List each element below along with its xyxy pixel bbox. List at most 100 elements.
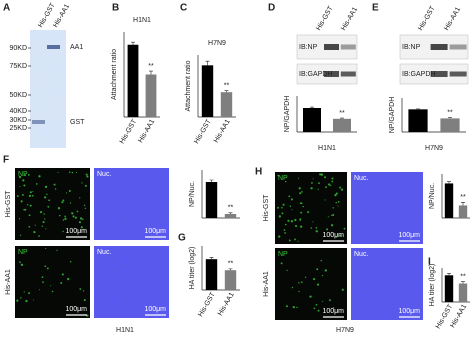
signal-dot <box>22 179 25 182</box>
signal-dot <box>67 277 70 281</box>
marker-label: 50KD <box>9 92 27 99</box>
signal-dot <box>294 224 298 228</box>
signal-dot <box>324 199 326 201</box>
signal-dot <box>294 218 297 222</box>
row-label: His-GST <box>5 190 12 218</box>
bar <box>458 205 468 218</box>
signal-dot <box>299 218 302 221</box>
signal-dot <box>277 174 279 177</box>
signal-dot <box>45 228 47 230</box>
signal-dot <box>82 290 85 292</box>
signal-dot <box>35 183 38 185</box>
signal-dot <box>86 175 89 178</box>
signal-dot <box>50 285 52 287</box>
signal-dot <box>323 176 326 179</box>
signal-dot <box>46 267 49 270</box>
signal-dot <box>330 214 332 216</box>
band <box>32 120 45 124</box>
signal-dot <box>79 288 82 290</box>
signal-dot <box>302 205 304 208</box>
marker-label: 90KD <box>9 45 27 52</box>
lane-label: His-GST <box>315 5 335 32</box>
significance: ** <box>228 205 234 212</box>
signal-dot <box>286 269 288 272</box>
blot-band <box>430 71 448 77</box>
signal-dot <box>82 218 84 221</box>
significance: ** <box>460 273 466 280</box>
y-axis-label: NP/Nuc. <box>189 181 196 207</box>
error-bar <box>149 70 153 75</box>
signal-dot <box>48 199 51 202</box>
signal-dot <box>80 226 83 229</box>
y-axis-label: NP/GAPDH <box>284 96 291 133</box>
error-bar <box>209 257 214 260</box>
signal-dot <box>64 217 67 220</box>
channel-label: NP <box>278 251 288 258</box>
signal-dot <box>316 283 320 286</box>
channel-label: NP <box>18 171 28 178</box>
panel-letter: F <box>3 155 9 166</box>
signal-dot <box>57 207 61 210</box>
signal-dot <box>47 205 50 208</box>
y-axis-label: NP/Nuc. <box>429 183 436 209</box>
signal-dot <box>300 281 303 284</box>
signal-dot <box>39 289 41 291</box>
signal-dot <box>284 223 287 226</box>
signal-dot <box>298 177 300 179</box>
error-bar <box>447 273 451 276</box>
signal-dot <box>309 295 312 298</box>
signal-dot <box>43 213 45 215</box>
y-axis-label: Attachment ratio <box>111 49 118 100</box>
error-bar <box>340 117 344 119</box>
signal-dot <box>296 306 298 309</box>
scale-label: 100μm <box>65 306 87 313</box>
bar <box>224 214 237 218</box>
signal-dot <box>328 299 331 302</box>
signal-dot <box>339 186 342 189</box>
signal-dot <box>78 221 81 224</box>
signal-dot <box>28 214 31 217</box>
signal-dot <box>310 187 313 190</box>
signal-dot <box>44 265 47 268</box>
signal-dot <box>42 281 44 283</box>
signal-dot <box>24 174 27 177</box>
signal-dot <box>307 211 309 213</box>
signal-dot <box>16 195 19 198</box>
channel-label: Nuc. <box>354 251 368 258</box>
y-axis-label: HA titer (log2) <box>429 264 436 307</box>
panel-letter: D <box>268 3 275 14</box>
signal-dot <box>31 194 34 197</box>
signal-dot <box>69 260 72 263</box>
y-axis-label: Attachment ratio <box>185 60 192 111</box>
signal-dot <box>285 180 287 183</box>
signal-dot <box>62 199 65 202</box>
significance: ** <box>447 110 453 117</box>
significance: ** <box>148 63 154 70</box>
bar <box>220 92 233 117</box>
blot-band <box>324 44 339 50</box>
signal-dot <box>298 290 300 293</box>
signal-dot <box>71 171 74 174</box>
signal-dot <box>287 219 290 222</box>
scale-label: 100μm <box>398 232 420 239</box>
signal-dot <box>294 238 296 241</box>
lane-label: His-GST <box>417 5 437 32</box>
signal-dot <box>282 203 285 206</box>
micrograph <box>94 246 169 318</box>
signal-dot <box>334 193 337 197</box>
signal-dot <box>65 192 68 194</box>
signal-dot <box>311 182 313 184</box>
signal-dot <box>19 261 21 263</box>
band-label: GST <box>70 119 85 126</box>
signal-dot <box>317 188 319 190</box>
error-bar <box>461 281 465 284</box>
signal-dot <box>280 262 283 265</box>
signal-dot <box>315 226 318 229</box>
signal-dot <box>337 205 339 207</box>
blot-band <box>449 71 467 77</box>
signal-dot <box>59 214 61 217</box>
signal-dot <box>320 259 322 262</box>
scale-label: 100μm <box>398 308 420 315</box>
channel-label: NP <box>278 175 288 182</box>
signal-dot <box>27 173 30 176</box>
